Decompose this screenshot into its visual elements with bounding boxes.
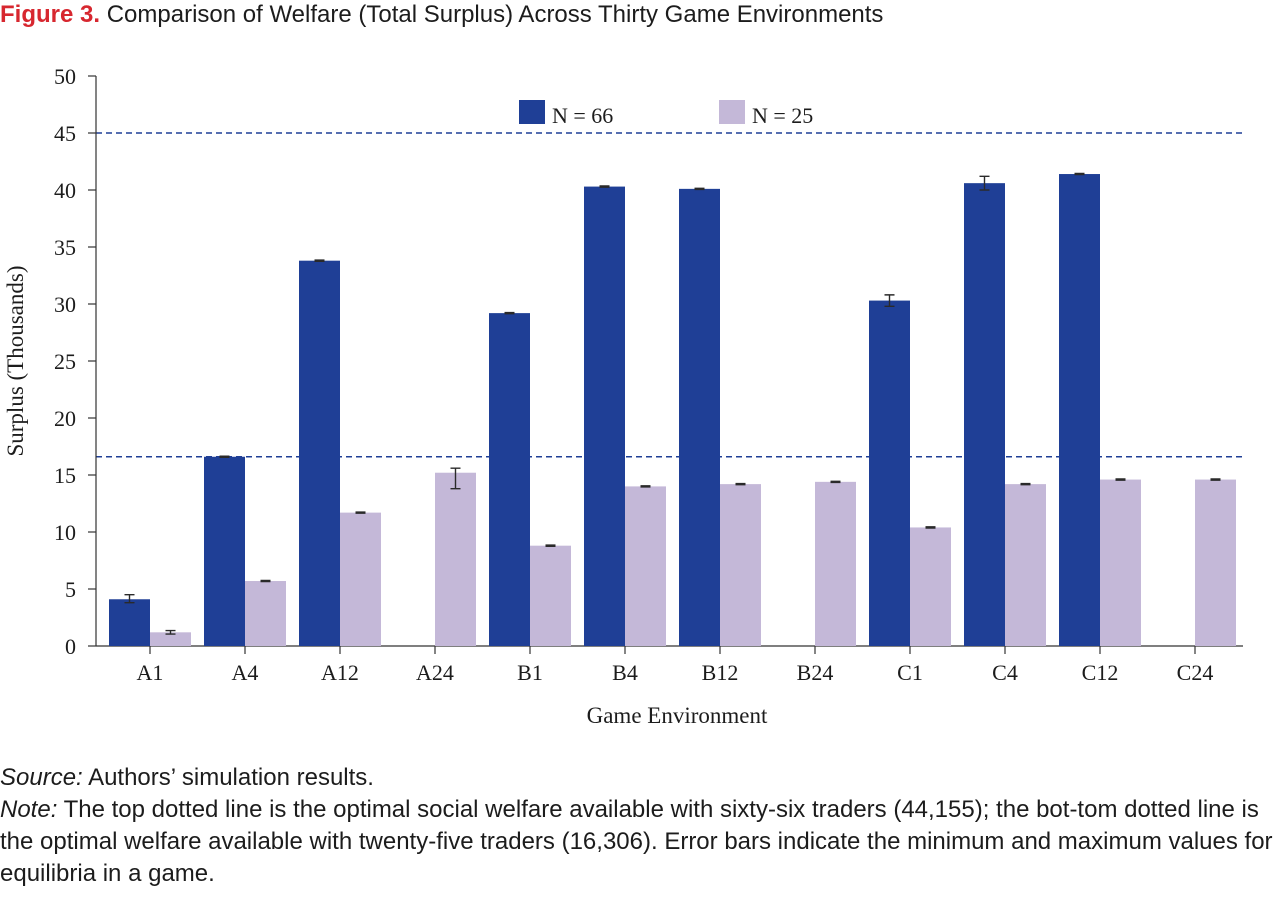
error-bar-A4-series-2 [260, 579, 271, 583]
error-bar-B12-series-2 [735, 482, 746, 486]
error-bar-C1-series-2 [925, 526, 936, 529]
bar-B1-series-2 [530, 545, 571, 646]
legend-swatch-2 [719, 100, 745, 124]
bar-C12-series-1 [1059, 174, 1100, 647]
x-tick-label-C1: C1 [897, 660, 923, 685]
figure-caption: Source: Authors’ simulation results. Not… [0, 762, 1280, 890]
bar-C4-series-1 [964, 183, 1005, 646]
x-tick-label-B4: B4 [612, 660, 638, 685]
bar-B4-series-2 [625, 486, 666, 646]
bar-A12-series-2 [340, 512, 381, 646]
figure-title: Figure 3. Comparison of Welfare (Total S… [0, 0, 883, 32]
error-bar-A24-series-2 [450, 467, 461, 490]
bar-A1-series-2 [150, 632, 191, 646]
error-bar-C12-series-2 [1115, 478, 1126, 481]
bar-C24-series-2 [1195, 479, 1236, 646]
x-tick-label-C12: C12 [1082, 660, 1119, 685]
bar-C1-series-1 [869, 300, 910, 646]
y-tick-label-0: 0 [65, 634, 76, 659]
error-bar-B4-series-1 [599, 185, 610, 188]
y-tick-label-5: 5 [65, 577, 76, 602]
y-tick-label-30: 30 [54, 292, 76, 317]
bar-C12-series-2 [1100, 479, 1141, 646]
error-bar-B4-series-2 [640, 485, 651, 488]
x-tick-label-B12: B12 [702, 660, 739, 685]
bar-B24-series-2 [815, 481, 856, 646]
bar-A24-series-2 [435, 472, 476, 646]
source-line: Source: Authors’ simulation results. [0, 762, 1280, 794]
y-tick-label-10: 10 [54, 520, 76, 545]
error-bar-B24-series-2 [830, 480, 841, 484]
bar-A1-series-1 [109, 599, 150, 646]
note-text: The top dotted line is the optimal socia… [0, 796, 1273, 887]
x-tick-label-C24: C24 [1177, 660, 1214, 685]
error-bar-A12-series-1 [314, 259, 325, 262]
note-line: Note: The top dotted line is the optimal… [0, 794, 1280, 890]
error-bar-A1-series-2 [165, 629, 176, 635]
note-label: Note: [0, 796, 58, 823]
x-tick-label-A24: A24 [416, 660, 454, 685]
bar-A12-series-1 [299, 260, 340, 646]
x-tick-label-A1: A1 [137, 660, 164, 685]
y-tick-label-40: 40 [54, 178, 76, 203]
legend-swatch-1 [519, 100, 545, 124]
bar-A4-series-2 [245, 581, 286, 646]
error-bar-B1-series-2 [545, 544, 556, 547]
legend-label-2: N = 25 [752, 103, 813, 128]
y-tick-label-20: 20 [54, 406, 76, 431]
y-tick-label-15: 15 [54, 463, 76, 488]
y-tick-label-25: 25 [54, 349, 76, 374]
source-text: Authors’ simulation results. [82, 764, 374, 791]
y-tick-label-50: 50 [54, 64, 76, 89]
error-bar-A12-series-2 [355, 511, 366, 514]
bar-B1-series-1 [489, 313, 530, 646]
error-bar-B12-series-1 [694, 187, 705, 191]
x-axis-title: Game Environment [587, 703, 768, 728]
y-tick-label-45: 45 [54, 121, 76, 146]
error-bar-C4-series-2 [1020, 482, 1031, 486]
bar-B12-series-2 [720, 484, 761, 646]
y-axis-title: Surplus (Thousands) [3, 265, 28, 456]
error-bar-A4-series-1 [219, 455, 230, 459]
error-bar-A1-series-1 [124, 594, 135, 604]
bar-A4-series-1 [204, 456, 245, 646]
error-bar-C24-series-2 [1210, 478, 1221, 481]
error-bar-C4-series-1 [979, 175, 990, 191]
figure-title-text: Comparison of Welfare (Total Surplus) Ac… [106, 1, 884, 28]
x-tick-label-C4: C4 [992, 660, 1018, 685]
error-bar-C12-series-1 [1074, 172, 1085, 176]
bar-C4-series-2 [1005, 484, 1046, 646]
source-label: Source: [0, 764, 83, 791]
bar-chart: 0 5 10 15 20 25 30 35 40 45 50 A1 A4 A12 A24 B1 B4 B12 B24… [3, 64, 1243, 728]
x-tick-label-B24: B24 [797, 660, 834, 685]
x-tick-label-A4: A4 [232, 660, 259, 685]
y-tick-label-35: 35 [54, 235, 76, 260]
x-tick-label-A12: A12 [321, 660, 359, 685]
bar-B12-series-1 [679, 188, 720, 647]
x-tick-label-B1: B1 [517, 660, 543, 685]
error-bar-C1-series-1 [884, 294, 895, 307]
error-bar-B1-series-1 [504, 311, 515, 315]
figure-label: Figure 3. [0, 1, 101, 28]
bar-C1-series-2 [910, 527, 951, 646]
legend-label-1: N = 66 [552, 103, 613, 128]
bar-B4-series-1 [584, 186, 625, 646]
